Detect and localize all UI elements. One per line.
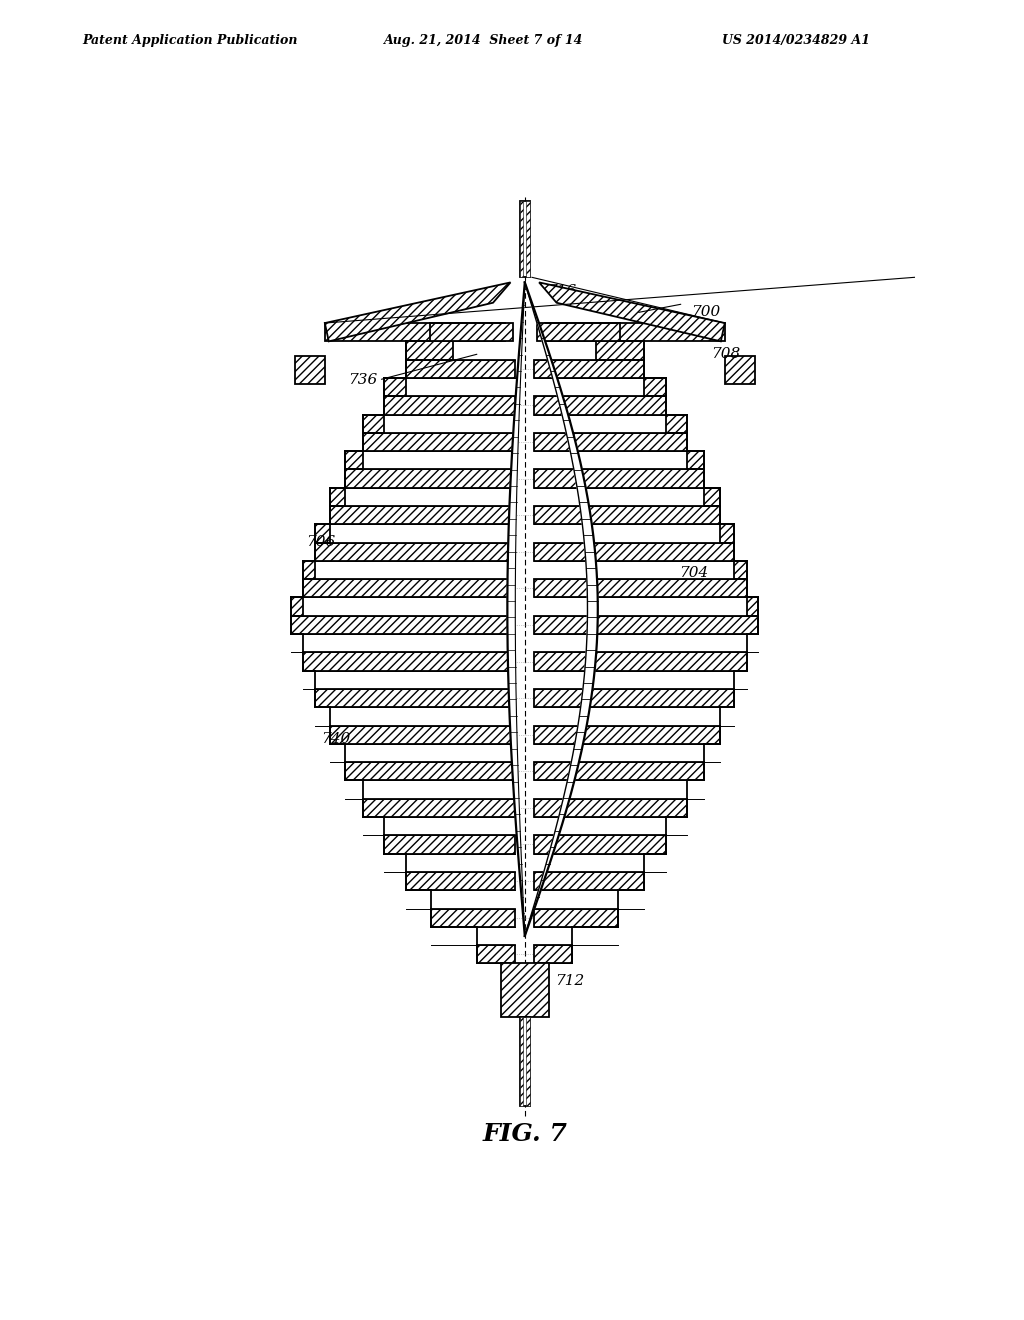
Bar	[535, 506, 720, 524]
Bar	[325, 323, 513, 342]
Bar	[384, 396, 515, 414]
Text: 716: 716	[547, 284, 577, 297]
Bar	[330, 487, 345, 506]
Bar	[644, 378, 666, 396]
Bar	[535, 836, 666, 854]
Bar	[303, 579, 515, 598]
Text: 700: 700	[691, 305, 721, 319]
Bar	[406, 342, 454, 359]
Text: 708: 708	[712, 347, 740, 360]
Bar	[330, 506, 515, 524]
Bar	[535, 689, 734, 708]
Text: Aug. 21, 2014  Sheet 7 of 14: Aug. 21, 2014 Sheet 7 of 14	[384, 33, 584, 46]
Bar	[537, 323, 725, 342]
Bar	[535, 433, 687, 451]
Bar	[362, 799, 515, 817]
Bar	[526, 1018, 530, 1106]
Bar	[535, 615, 758, 634]
Bar	[535, 543, 734, 561]
Bar	[535, 908, 618, 927]
Bar	[315, 689, 515, 708]
Text: 704: 704	[680, 566, 709, 581]
Bar	[535, 652, 748, 671]
Bar	[519, 201, 523, 277]
Text: 712: 712	[555, 974, 585, 987]
Polygon shape	[539, 282, 725, 342]
Bar	[535, 873, 644, 890]
Bar	[315, 524, 330, 543]
Bar	[430, 323, 505, 342]
Bar	[362, 414, 384, 433]
Bar	[315, 543, 515, 561]
Bar	[748, 598, 758, 615]
Bar	[384, 836, 515, 854]
Bar	[687, 451, 705, 470]
Text: 740: 740	[321, 731, 350, 746]
Bar	[666, 414, 687, 433]
Bar	[345, 762, 515, 780]
Bar	[519, 201, 530, 277]
Bar	[519, 1018, 523, 1106]
Bar	[501, 964, 549, 1018]
Bar	[596, 342, 644, 359]
Bar	[535, 359, 644, 378]
Bar	[535, 945, 572, 964]
Text: FIG. 7: FIG. 7	[482, 1122, 567, 1146]
Bar	[720, 524, 734, 543]
Bar	[406, 873, 515, 890]
Bar	[705, 487, 720, 506]
Bar	[345, 470, 515, 487]
Bar	[535, 762, 705, 780]
Bar	[545, 323, 621, 342]
Bar	[535, 799, 687, 817]
Bar	[406, 359, 515, 378]
Bar	[292, 598, 303, 615]
Bar	[734, 561, 748, 579]
Text: 706: 706	[306, 535, 336, 549]
Bar	[345, 451, 362, 470]
Bar	[292, 615, 515, 634]
Polygon shape	[325, 282, 511, 342]
Bar	[535, 579, 748, 598]
Bar	[519, 1018, 530, 1106]
Bar	[535, 726, 720, 744]
Polygon shape	[507, 282, 524, 936]
Bar	[431, 908, 515, 927]
Bar	[725, 355, 755, 384]
Text: US 2014/0234829 A1: US 2014/0234829 A1	[722, 33, 870, 46]
Bar	[535, 470, 705, 487]
Bar	[477, 945, 515, 964]
Bar	[303, 561, 315, 579]
Text: 736: 736	[348, 374, 378, 387]
Bar	[330, 726, 515, 744]
Bar	[526, 201, 530, 277]
Polygon shape	[524, 282, 598, 936]
Bar	[362, 433, 515, 451]
Text: Patent Application Publication: Patent Application Publication	[82, 33, 297, 46]
Bar	[295, 355, 325, 384]
Bar	[303, 652, 515, 671]
Bar	[384, 378, 406, 396]
Bar	[535, 396, 666, 414]
